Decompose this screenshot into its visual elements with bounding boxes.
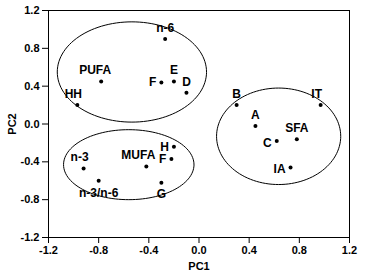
svg-text:PC1: PC1 bbox=[188, 260, 209, 272]
svg-text:-0.8: -0.8 bbox=[21, 193, 40, 205]
svg-text:MUFA: MUFA bbox=[121, 148, 155, 162]
svg-text:E: E bbox=[170, 63, 178, 77]
svg-text:B: B bbox=[232, 87, 241, 101]
svg-text:0.0: 0.0 bbox=[191, 244, 206, 256]
svg-text:0.4: 0.4 bbox=[242, 244, 258, 256]
svg-text:G: G bbox=[157, 187, 166, 201]
svg-text:A: A bbox=[251, 108, 260, 122]
svg-text:n-3: n-3 bbox=[71, 150, 89, 164]
svg-text:IT: IT bbox=[311, 87, 322, 101]
svg-text:-0.4: -0.4 bbox=[139, 244, 159, 256]
svg-text:PUFA: PUFA bbox=[79, 63, 111, 77]
svg-text:F: F bbox=[159, 152, 166, 166]
svg-text:PC2: PC2 bbox=[6, 113, 18, 134]
svg-text:0.8: 0.8 bbox=[292, 244, 307, 256]
svg-text:F: F bbox=[149, 75, 156, 89]
svg-text:-0.4: -0.4 bbox=[21, 155, 41, 167]
svg-text:D: D bbox=[182, 75, 191, 89]
svg-text:0.4: 0.4 bbox=[24, 80, 40, 92]
svg-text:SFA: SFA bbox=[285, 121, 309, 135]
svg-text:0.0: 0.0 bbox=[24, 118, 39, 130]
svg-text:C: C bbox=[263, 136, 272, 150]
svg-text:n-6: n-6 bbox=[156, 21, 174, 35]
svg-text:1.2: 1.2 bbox=[24, 4, 39, 16]
svg-text:1.2: 1.2 bbox=[342, 244, 357, 256]
svg-text:n-3/n-6: n-3/n-6 bbox=[79, 186, 119, 200]
svg-text:0.8: 0.8 bbox=[24, 42, 39, 54]
svg-text:-1.2: -1.2 bbox=[21, 231, 40, 243]
svg-text:-1.2: -1.2 bbox=[39, 244, 58, 256]
svg-text:-0.8: -0.8 bbox=[89, 244, 108, 256]
svg-text:H: H bbox=[160, 139, 169, 154]
svg-text:IA: IA bbox=[274, 162, 286, 176]
svg-text:HH: HH bbox=[65, 87, 82, 101]
